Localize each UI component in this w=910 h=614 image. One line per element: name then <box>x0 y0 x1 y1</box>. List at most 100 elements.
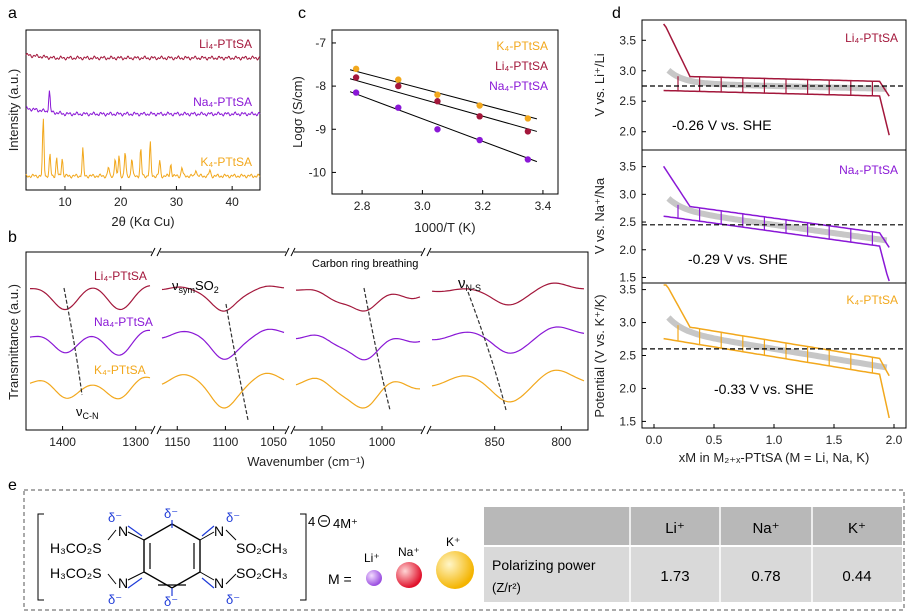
panel-b-annot-ns: νN-S <box>458 275 481 293</box>
panel-a-legend-k: K₄-PTtSA <box>200 155 252 169</box>
structure-delta-6: δ⁻ <box>226 592 240 607</box>
panel-c-legend-k: K₄-PTtSA <box>496 39 548 53</box>
panel-d-ytick-label: 3.0 <box>619 64 636 78</box>
panel-d-ylabel-k: Potential (V vs. K⁺/K) <box>592 294 607 417</box>
data-point <box>476 102 483 109</box>
data-point <box>524 156 532 163</box>
panel-e: N N N N H₃CO₂S H₃CO₂S SO₂CH₃ SO₂CH₃ δ⁻ δ… <box>23 489 905 611</box>
ir-series-2-0 <box>296 289 421 312</box>
panel-b-ylabel: Transmittance (a.u.) <box>6 284 21 400</box>
structure-bracket-left <box>37 513 44 601</box>
structure-bond-n2 <box>199 531 215 541</box>
table-val-k: 0.44 <box>842 568 871 585</box>
ion-na-sphere <box>396 562 422 588</box>
structure-counter: 4M⁺ <box>333 516 358 531</box>
panel-b: 1400 1300 1150 1100 1050 1050 1000 850 800 Li₄-P… <box>6 247 589 469</box>
ir-series-0-2 <box>29 376 151 400</box>
data-point <box>352 74 360 81</box>
ir-series-3-0 <box>431 282 585 306</box>
panel-b-tick-label: 800 <box>551 435 571 449</box>
fit-line-0 <box>349 69 538 120</box>
ir-series-0-1 <box>29 329 150 356</box>
panel-c-ytick-label: -9 <box>315 122 326 136</box>
data-point <box>434 126 441 133</box>
ir-series-2-1 <box>295 334 421 361</box>
structure-bond-s1 <box>107 529 117 541</box>
data-point <box>395 104 402 111</box>
panel-d-xtick-label: 0.0 <box>646 433 663 447</box>
axis-break-mark <box>420 247 426 257</box>
panel-d-note-na: -0.29 V vs. SHE <box>688 251 788 267</box>
panel-b-guide-ns <box>467 291 507 411</box>
cycle-envelope-2-0 <box>663 284 890 377</box>
panel-b-guide-cn <box>63 287 83 396</box>
panel-d-ytick-label: 2.5 <box>619 94 636 108</box>
fit-line-1 <box>349 78 538 132</box>
table-val-na: 0.78 <box>751 568 780 585</box>
panel-a-legend-na: Na₄-PTtSA <box>193 95 252 109</box>
structure-charge-circle <box>318 515 330 527</box>
panel-label-e: e <box>8 477 17 494</box>
panel-b-legend-na: Na₄-PTtSA <box>94 315 153 329</box>
panel-d-xtick-label: 1.0 <box>766 433 783 447</box>
structure-delta-5: δ⁻ <box>164 594 178 609</box>
panel-label-b: b <box>8 229 17 246</box>
panel-a-tick-label: 10 <box>58 195 72 209</box>
panel-a-tick-label: 40 <box>225 195 239 209</box>
structure-charge: 4 <box>308 514 315 529</box>
axis-break-mark <box>150 247 156 257</box>
panel-b-tick-label: 850 <box>485 435 505 449</box>
table-col-li: Li⁺ <box>665 520 685 537</box>
panel-c-tick-label: 3.2 <box>474 199 491 213</box>
table-col-na: Na⁺ <box>752 520 779 537</box>
panel-b-tick-label: 1050 <box>260 435 287 449</box>
axis-break-mask <box>152 248 160 256</box>
ir-series-1-0 <box>161 285 285 312</box>
cycle-envelope-1-1 <box>663 215 890 282</box>
structure-delta-3: δ⁻ <box>226 510 240 525</box>
cycle-envelope-2-1 <box>663 337 890 419</box>
panel-b-tick-label: 1300 <box>122 435 149 449</box>
ion-na-label: Na⁺ <box>398 545 420 559</box>
structure-delta-2: δ⁻ <box>164 506 178 521</box>
data-point <box>524 115 532 122</box>
panel-d-xtick-label: 0.5 <box>706 433 723 447</box>
axis-break-mark <box>284 425 290 435</box>
structure-benzene-ring <box>143 523 201 589</box>
data-point <box>476 113 483 120</box>
axis-break-mark <box>284 247 290 257</box>
cycle-envelope-0-1 <box>663 89 890 136</box>
panel-b-tick-label: 1100 <box>213 435 239 449</box>
panel-d-xtick-label: 1.5 <box>826 433 843 447</box>
structure-arrow-1 <box>127 525 143 537</box>
structure-group-3: SO₂CH₃ <box>236 540 288 556</box>
panel-d-ytick-label: 2.0 <box>619 125 636 139</box>
data-point <box>476 136 483 144</box>
panel-d-ytick-label: 3.0 <box>619 316 636 330</box>
panel-d-ytick-label: 3.0 <box>619 187 636 201</box>
panel-c-legend-na: Na₄-PTtSA <box>489 79 548 93</box>
ir-series-3-2 <box>431 369 585 403</box>
structure-group-4: SO₂CH₃ <box>236 565 288 581</box>
panel-c-tick-label: 3.4 <box>535 199 552 213</box>
structure-n1: N <box>118 523 128 539</box>
panel-c-xlabel: 1000/T (K) <box>414 220 475 235</box>
panel-a-tick-label: 20 <box>114 195 128 209</box>
xrd-series-0 <box>25 52 261 61</box>
panel-d-note-li: -0.26 V vs. SHE <box>672 117 772 133</box>
structure-bond-n3 <box>127 571 145 581</box>
panel-b-tick-label: 1050 <box>309 435 336 449</box>
panel-b-legend-li: Li₄-PTtSA <box>94 269 147 283</box>
ion-li-sphere <box>366 570 382 586</box>
structure-bond-n4 <box>199 571 215 581</box>
axis-break-mask <box>286 248 294 256</box>
ion-k-sphere <box>436 551 474 589</box>
panel-b-tick-label: 1150 <box>164 435 190 449</box>
panel-b-tick-label: 1000 <box>369 435 396 449</box>
panel-d-ytick-label: 1.5 <box>619 270 636 284</box>
data-point <box>434 91 441 98</box>
cycle-envelope-0-0 <box>663 23 890 97</box>
structure-bracket-right <box>300 513 307 601</box>
panel-d-ytick-label: 2.5 <box>619 349 636 363</box>
panel-d-ytick-label: 2.5 <box>619 215 636 229</box>
